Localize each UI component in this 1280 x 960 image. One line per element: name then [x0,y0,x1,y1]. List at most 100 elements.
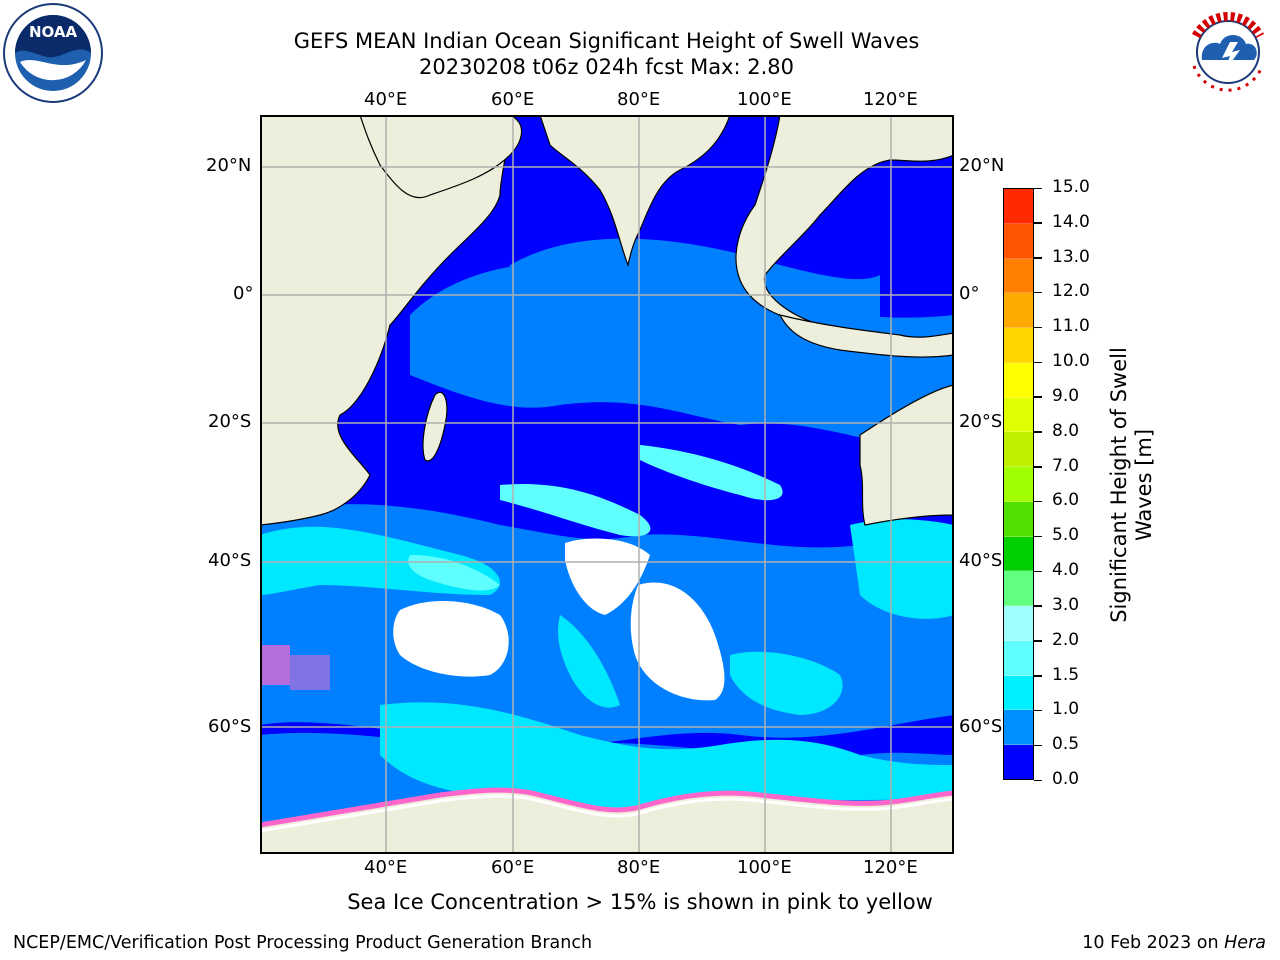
lat-label-right: 60°S [959,716,1003,737]
colorbar-tick-label: 1.0 [1052,699,1080,720]
colorbar-label-line1: Significant Height of Swell [1107,347,1131,623]
swell-band-cyan-2 [850,519,954,619]
land-india [539,115,731,267]
colorbar-tick-label: 13.0 [1052,246,1090,267]
map-panel [260,115,954,854]
chart-subtitle: 20230208 t06z 024h fcst Max: 2.80 [419,55,794,79]
colorbar-tick-label: 11.0 [1052,316,1090,337]
colorbar-segment [1004,223,1033,259]
colorbar-segment [1004,467,1033,502]
colorbar-segment [1004,258,1033,294]
lon-label-top: 80°E [617,89,661,110]
colorbar-tick-label: 14.0 [1052,211,1090,232]
swell-band-cyan-4 [558,615,620,708]
colorbar-tick-label: 7.0 [1052,455,1080,476]
colorbar-tick-mark [1034,709,1042,712]
lon-label-bottom: 100°E [737,857,792,878]
colorbar-tick-label: 4.0 [1052,560,1080,581]
colorbar-tick-mark [1034,535,1042,538]
graticule [260,115,954,854]
lon-label-top: 100°E [737,89,792,110]
colorbar-tick-label: 15.0 [1052,177,1090,197]
colorbar-tick-mark [1034,744,1042,747]
colorbar-segment [1004,501,1033,537]
footer-date: 10 Feb 2023 on Hera [1082,933,1266,953]
no-data-center [565,538,650,615]
swell-band-cyan-5 [730,651,843,715]
colorbar-tick-label: 10.0 [1052,351,1090,372]
colorbar-tick-mark [1034,257,1042,259]
lat-label-right: 20°S [959,411,1003,432]
sea-ice-patch [260,645,290,685]
lat-label-left: 0° [233,283,254,304]
colorbar-tick-mark [1034,222,1042,224]
colorbar-segment [1004,710,1033,746]
colorbar-tick-label: 5.0 [1052,525,1080,546]
colorbar-segment [1004,189,1033,224]
no-data-east [630,582,725,701]
lon-label-bottom: 40°E [364,857,408,878]
colorbar-tick-label: 0.5 [1052,734,1080,755]
lon-label-bottom: 120°E [863,857,918,878]
lat-label-right: 0° [959,283,980,304]
colorbar-tick-label: 12.0 [1052,281,1090,302]
colorbar-segment [1004,397,1033,433]
land-madagascar [422,391,448,462]
lat-label-left: 60°S [208,716,252,737]
land-australia [859,384,954,526]
no-data-west [393,600,509,677]
colorbar-tick-label: 9.0 [1052,385,1080,406]
map-svg [260,115,954,854]
noaa-logo: NOAA [2,2,104,104]
colorbar-tick-mark [1034,570,1042,573]
lon-label-top: 60°E [491,89,535,110]
nws-logo [1178,2,1278,102]
colorbar-tick-mark [1034,640,1042,642]
sea-ice-note: Sea Ice Concentration > 15% is shown in … [347,890,933,914]
colorbar-segment [1004,640,1033,676]
colorbar-tick-mark [1034,361,1042,364]
footer-credit: NCEP/EMC/Verification Post Processing Pr… [13,933,593,953]
swell-band-cyan-3 [380,702,954,810]
lat-label-left: 20°S [208,411,252,432]
swell-band-lightcyan-1 [640,445,783,501]
colorbar-tick-mark [1034,291,1042,294]
lat-label-right: 40°S [959,550,1003,571]
sea-ice-fringe [260,787,954,828]
lon-label-bottom: 80°E [617,857,661,878]
land-arabia [359,115,523,199]
colorbar-tick-label: 6.0 [1052,490,1080,511]
colorbar-segment [1004,362,1033,398]
colorbar-segment [1004,293,1033,329]
colorbar-tick-mark [1034,500,1042,503]
sea-ice-patch-2 [290,655,330,690]
colorbar-tick-mark [1034,396,1042,398]
colorbar-tick-label: 0.0 [1052,769,1080,789]
lat-label-right: 20°N [959,155,1005,176]
footer-host: Hera [1224,933,1266,953]
map-frame [260,115,954,854]
colorbar [1003,188,1034,780]
colorbar-tick-mark [1034,431,1042,433]
colorbar-segment [1004,675,1033,711]
colorbar-tick-mark [1034,605,1042,607]
colorbar-tick-label: 3.0 [1052,594,1080,615]
colorbar-tick-mark [1034,326,1042,329]
lon-label-top: 120°E [863,89,918,110]
colorbar-tick-mark [1034,779,1042,781]
colorbar-tick-mark [1034,187,1042,189]
colorbar-tick-label: 8.0 [1052,420,1080,441]
colorbar-label-line2: Waves [m] [1132,428,1156,542]
colorbar-tick-mark [1034,466,1042,468]
lat-label-left: 20°N [206,155,252,176]
swell-band-lightcyan-2 [500,484,651,537]
colorbar-tick-label: 2.0 [1052,629,1080,650]
footer-date-text: 10 Feb 2023 on [1082,933,1225,953]
sea-ice-inner [260,794,954,833]
lon-label-top: 40°E [364,89,408,110]
colorbar-tick-mark [1034,675,1042,677]
colorbar-segment [1004,432,1033,468]
colorbar-segment [1004,571,1033,607]
colorbar-tick-label: 1.5 [1052,664,1080,685]
noaa-logo-text: NOAA [29,23,78,41]
